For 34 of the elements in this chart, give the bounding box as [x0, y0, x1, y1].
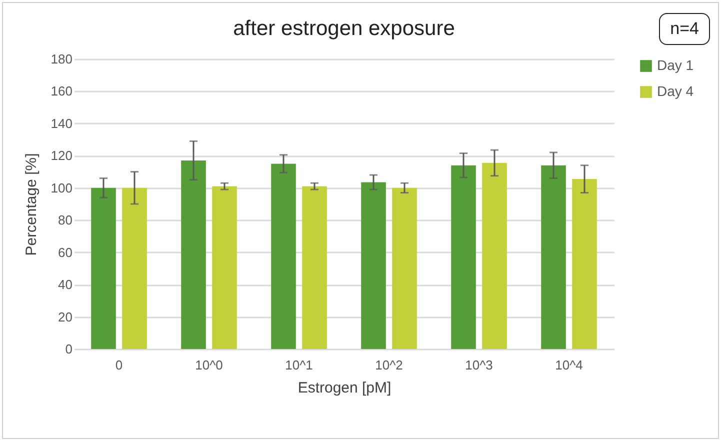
bar — [122, 188, 147, 349]
y-tick-label: 140 — [50, 116, 72, 131]
bar — [361, 182, 386, 349]
x-tick-label: 10^4 — [555, 358, 583, 372]
x-tick-label: 10^1 — [285, 358, 313, 372]
bar — [91, 188, 116, 349]
y-tick-label: 100 — [50, 180, 72, 196]
bar — [451, 165, 476, 349]
y-tick-label: 160 — [50, 84, 72, 99]
x-tick-label: 10^0 — [195, 358, 223, 372]
chart-title: after estrogen exposure — [233, 17, 455, 40]
y-tick-label: 80 — [58, 212, 72, 228]
x-axis-title: Estrogen [pM] — [298, 380, 392, 396]
y-tick-label: 60 — [58, 244, 72, 260]
y-tick-label: 40 — [58, 277, 72, 292]
y-tick-label: 120 — [50, 148, 72, 164]
legend-label: Day 4 — [657, 83, 694, 99]
bar — [181, 160, 206, 349]
legend-label: Day 1 — [657, 57, 694, 73]
text: n=4 — [659, 13, 710, 45]
x-tick-label: 10^2 — [375, 358, 403, 372]
bar — [302, 186, 327, 349]
y-axis-title: Percentage [%] — [22, 153, 40, 256]
y-tick-label: 20 — [58, 309, 72, 324]
bar — [482, 162, 507, 349]
y-tick-label: 0 — [65, 342, 72, 356]
bar — [392, 188, 417, 349]
bar — [572, 179, 597, 349]
x-tick-label: 0 — [115, 358, 123, 372]
bar — [212, 186, 237, 349]
bar — [541, 165, 566, 349]
x-tick-label: 10^3 — [465, 358, 493, 372]
bar — [271, 164, 296, 349]
y-tick-label: 180 — [50, 52, 72, 66]
